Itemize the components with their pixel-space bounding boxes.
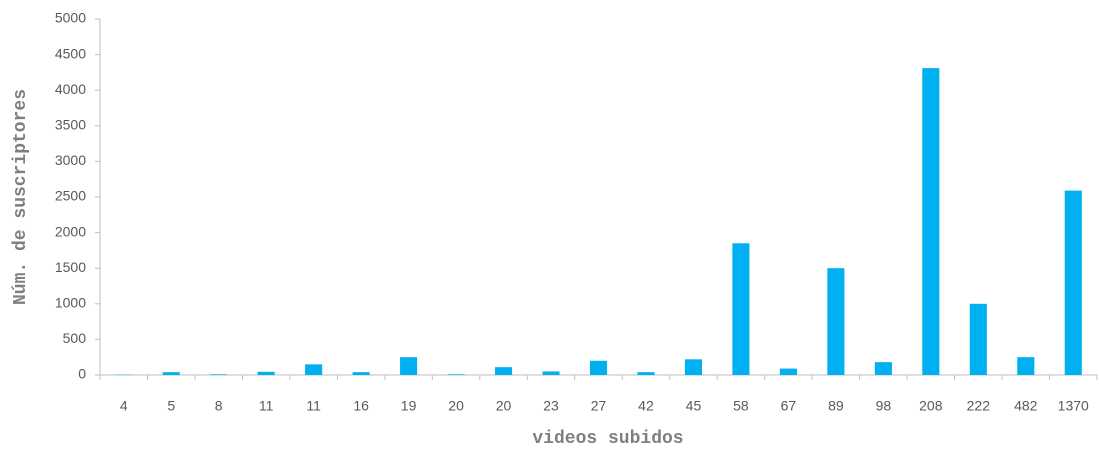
x-tick-label: 23 <box>543 398 559 414</box>
y-tick-label: 1500 <box>55 259 86 275</box>
x-tick-label: 4 <box>120 398 128 414</box>
y-tick-label: 5000 <box>55 10 86 26</box>
bar <box>779 368 797 375</box>
bar <box>542 371 560 375</box>
bar <box>162 372 180 375</box>
bar <box>495 367 513 375</box>
x-tick-label: 482 <box>1014 398 1038 414</box>
bar <box>922 68 940 376</box>
x-tick-label: 16 <box>353 398 369 414</box>
y-tick-label: 3500 <box>55 117 86 133</box>
x-tick-label: 5 <box>167 398 175 414</box>
x-tick-label: 1370 <box>1058 398 1089 414</box>
y-tick-label: 2000 <box>55 223 86 239</box>
y-tick-label: 2500 <box>55 188 86 204</box>
y-tick-label: 4500 <box>55 45 86 61</box>
x-tick-label: 20 <box>448 398 464 414</box>
x-tick-label: 222 <box>967 398 991 414</box>
bar <box>969 303 987 375</box>
x-tick-label: 8 <box>215 398 223 414</box>
bar <box>447 374 465 375</box>
y-tick-label: 1000 <box>55 295 86 311</box>
x-tick-label: 27 <box>591 398 607 414</box>
y-tick-label: 4000 <box>55 81 86 97</box>
y-tick-label: 0 <box>78 366 86 382</box>
bar <box>732 243 750 375</box>
x-tick-label: 11 <box>259 398 274 414</box>
bar <box>257 371 275 375</box>
x-tick-label: 98 <box>876 398 892 414</box>
x-tick-label: 42 <box>638 398 654 414</box>
bar <box>1017 357 1035 375</box>
bar <box>874 362 892 375</box>
x-tick-label: 19 <box>401 398 417 414</box>
bar <box>637 372 655 375</box>
x-tick-label: 11 <box>306 398 321 414</box>
bar <box>589 360 608 375</box>
x-tick-label: 208 <box>919 398 943 414</box>
x-tick-label: 67 <box>781 398 797 414</box>
x-tick-label: 20 <box>496 398 512 414</box>
y-axis-title: Núm. de suscriptores <box>11 89 31 305</box>
x-tick-label: 45 <box>686 398 702 414</box>
bar <box>305 364 323 375</box>
bar <box>352 372 370 375</box>
y-tick-label: 500 <box>63 330 87 346</box>
bar <box>684 359 702 375</box>
y-tick-label: 3000 <box>55 152 86 168</box>
x-tick-label: 89 <box>828 398 844 414</box>
bar <box>827 268 845 375</box>
x-tick-label: 58 <box>733 398 749 414</box>
bar <box>210 374 228 375</box>
bar <box>1064 190 1082 375</box>
x-axis-title: videos subidos <box>532 429 683 449</box>
bar <box>400 357 418 375</box>
